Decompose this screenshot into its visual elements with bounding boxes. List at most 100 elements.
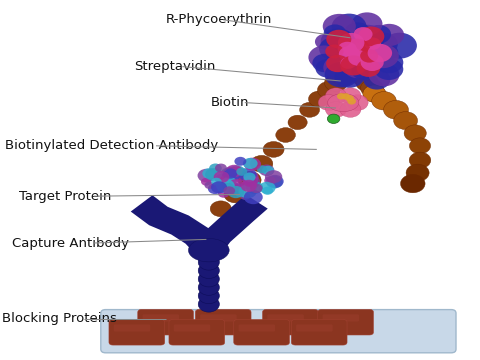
FancyBboxPatch shape	[109, 320, 165, 345]
Circle shape	[203, 168, 216, 179]
FancyBboxPatch shape	[174, 324, 210, 332]
Circle shape	[221, 180, 239, 194]
Circle shape	[368, 44, 392, 62]
Circle shape	[324, 43, 348, 61]
Circle shape	[223, 186, 235, 195]
Circle shape	[327, 114, 340, 123]
Circle shape	[240, 180, 257, 192]
Circle shape	[216, 181, 228, 190]
Circle shape	[319, 37, 350, 60]
Circle shape	[228, 186, 244, 198]
FancyBboxPatch shape	[323, 314, 359, 321]
Circle shape	[235, 189, 245, 197]
Circle shape	[234, 157, 246, 166]
Circle shape	[374, 52, 403, 73]
Circle shape	[372, 91, 396, 110]
Circle shape	[367, 44, 399, 68]
Circle shape	[244, 172, 259, 183]
Circle shape	[394, 112, 418, 130]
Circle shape	[348, 98, 356, 104]
Circle shape	[360, 80, 384, 97]
Circle shape	[324, 62, 359, 87]
Circle shape	[363, 85, 385, 102]
Circle shape	[238, 171, 261, 189]
Circle shape	[266, 175, 284, 188]
Circle shape	[357, 59, 380, 77]
Circle shape	[225, 186, 235, 193]
Circle shape	[242, 175, 258, 187]
Circle shape	[324, 55, 356, 80]
Circle shape	[348, 50, 369, 66]
Circle shape	[406, 164, 429, 181]
Circle shape	[375, 44, 398, 61]
FancyBboxPatch shape	[318, 309, 373, 335]
FancyBboxPatch shape	[195, 309, 251, 335]
Circle shape	[325, 45, 344, 58]
Circle shape	[230, 183, 245, 194]
Circle shape	[198, 288, 219, 304]
Circle shape	[324, 24, 346, 41]
Circle shape	[344, 58, 371, 78]
Circle shape	[363, 85, 386, 102]
Circle shape	[214, 171, 229, 183]
Circle shape	[198, 271, 219, 287]
Circle shape	[263, 141, 284, 157]
Text: Capture Antibody: Capture Antibody	[12, 237, 129, 249]
FancyBboxPatch shape	[291, 320, 347, 345]
PathPatch shape	[131, 195, 221, 255]
Circle shape	[340, 57, 356, 69]
Circle shape	[332, 69, 354, 86]
Circle shape	[409, 152, 431, 168]
Circle shape	[384, 100, 408, 119]
Circle shape	[198, 296, 219, 312]
Circle shape	[244, 190, 263, 204]
FancyBboxPatch shape	[114, 324, 150, 332]
Circle shape	[309, 45, 340, 69]
Circle shape	[340, 102, 361, 117]
Circle shape	[325, 88, 347, 104]
Circle shape	[262, 186, 273, 195]
Circle shape	[259, 165, 275, 176]
Circle shape	[215, 174, 230, 185]
Circle shape	[360, 44, 375, 55]
Circle shape	[340, 88, 361, 104]
Circle shape	[223, 176, 236, 186]
Circle shape	[338, 33, 364, 53]
Circle shape	[321, 28, 356, 55]
Circle shape	[367, 32, 398, 56]
FancyBboxPatch shape	[143, 314, 179, 321]
Circle shape	[211, 181, 227, 193]
Circle shape	[326, 55, 349, 72]
Circle shape	[324, 74, 348, 91]
Circle shape	[244, 158, 261, 171]
FancyBboxPatch shape	[234, 320, 289, 345]
Circle shape	[239, 168, 257, 181]
FancyBboxPatch shape	[296, 324, 333, 332]
Circle shape	[209, 163, 222, 173]
Circle shape	[224, 168, 237, 179]
Circle shape	[404, 125, 426, 141]
Circle shape	[352, 12, 383, 36]
PathPatch shape	[196, 194, 268, 254]
Circle shape	[276, 128, 295, 142]
Circle shape	[356, 74, 379, 91]
Circle shape	[315, 59, 340, 78]
Circle shape	[259, 181, 276, 194]
Circle shape	[240, 192, 250, 200]
Circle shape	[350, 25, 385, 51]
Circle shape	[312, 54, 337, 72]
Circle shape	[340, 55, 367, 76]
Circle shape	[236, 167, 247, 176]
Circle shape	[345, 95, 354, 102]
Text: Blocking Proteins: Blocking Proteins	[2, 312, 117, 325]
Circle shape	[352, 69, 373, 85]
Circle shape	[341, 93, 350, 100]
FancyBboxPatch shape	[169, 320, 225, 345]
Circle shape	[374, 58, 403, 80]
Circle shape	[382, 33, 417, 59]
Circle shape	[243, 158, 258, 169]
Circle shape	[318, 95, 339, 111]
Circle shape	[224, 186, 246, 203]
Circle shape	[198, 246, 219, 262]
Circle shape	[363, 69, 390, 90]
